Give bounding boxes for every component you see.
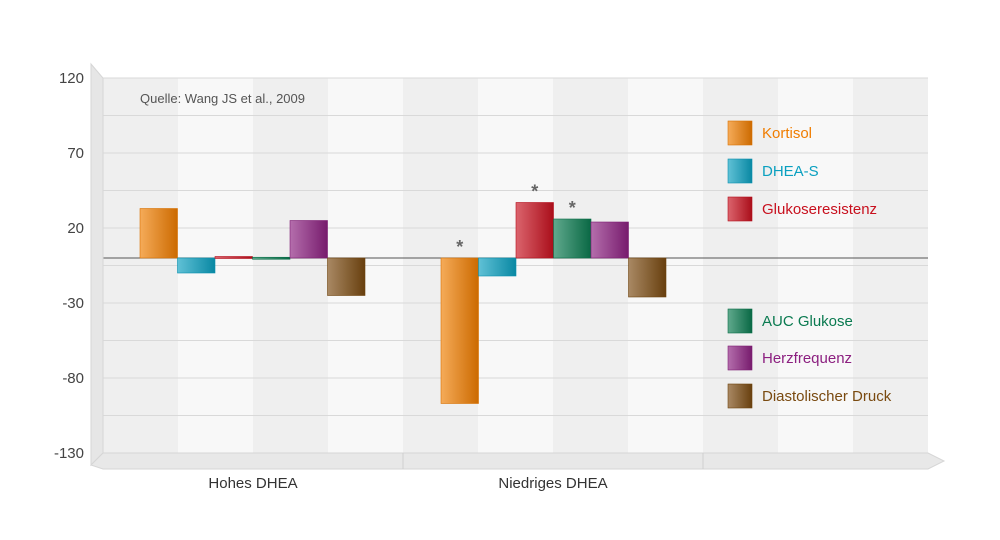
x-category-label: Niedriges DHEA xyxy=(498,475,607,492)
legend-swatch xyxy=(727,158,753,184)
legend-swatch xyxy=(727,196,753,222)
legend-swatch xyxy=(727,308,753,334)
legend-swatch xyxy=(727,345,753,371)
legend-swatch xyxy=(727,383,753,409)
bar-herzfrequenz xyxy=(590,221,629,259)
bar-diastolischer-druck xyxy=(327,257,366,296)
legend-label: Glukoseresistenz xyxy=(762,201,877,218)
bar-auc-glukose xyxy=(553,218,592,259)
bar-diastolischer-druck xyxy=(628,257,667,298)
bar-auc-glukose xyxy=(252,256,291,260)
bar-glukoseresistenz xyxy=(214,256,253,259)
bar-dhea-s xyxy=(478,257,517,277)
legend-label: Diastolischer Druck xyxy=(762,388,892,405)
legend-swatch xyxy=(727,120,753,146)
significance-marker: * xyxy=(569,198,576,218)
y-tick-label: 120 xyxy=(59,70,84,87)
legend-label: DHEA-S xyxy=(762,163,819,180)
y-tick-label: 20 xyxy=(67,220,84,237)
x-axis-floor xyxy=(90,452,946,470)
x-category-label: Hohes DHEA xyxy=(208,475,297,492)
bar-herzfrequenz xyxy=(289,220,328,259)
y-tick-label: -30 xyxy=(62,295,84,312)
bar-kortisol xyxy=(440,257,479,404)
bar-dhea-s xyxy=(177,257,216,274)
legend-label: Kortisol xyxy=(762,125,812,142)
significance-marker: * xyxy=(456,237,463,257)
y-tick-label: -130 xyxy=(54,445,84,462)
y-tick-label: -80 xyxy=(62,370,84,387)
bar-kortisol xyxy=(139,208,178,259)
y-axis-wall xyxy=(90,62,104,467)
bar-glukoseresistenz xyxy=(515,202,554,259)
source-note: Quelle: Wang JS et al., 2009 xyxy=(140,91,305,106)
legend-label: Herzfrequenz xyxy=(762,350,852,367)
significance-marker: * xyxy=(531,182,538,202)
y-tick-label: 70 xyxy=(67,145,84,162)
legend-label: AUC Glukose xyxy=(762,313,853,330)
